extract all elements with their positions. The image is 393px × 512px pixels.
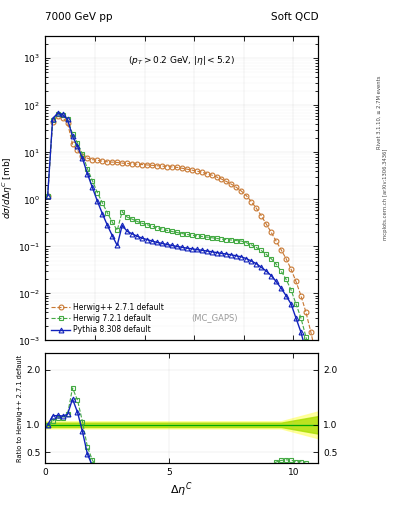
Line: Herwig++ 2.7.1 default: Herwig++ 2.7.1 default xyxy=(45,114,318,357)
Line: Pythia 8.308 default: Pythia 8.308 default xyxy=(45,111,318,404)
Herwig++ 2.7.1 default xyxy=(115,159,119,165)
Herwig++ 2.7.1 default xyxy=(45,193,50,199)
Herwig 7.2.1 default xyxy=(115,227,119,233)
Pythia 8.308 default xyxy=(115,242,119,248)
Herwig++ 2.7.1 default xyxy=(289,266,294,272)
Herwig 7.2.1 default xyxy=(150,223,154,229)
Herwig 7.2.1 default xyxy=(100,200,105,206)
Text: (MC_GAPS): (MC_GAPS) xyxy=(191,313,238,322)
Line: Herwig 7.2.1 default: Herwig 7.2.1 default xyxy=(45,112,318,390)
Pythia 8.308 default xyxy=(80,155,85,161)
Herwig 7.2.1 default xyxy=(45,193,50,199)
Y-axis label: $d\sigma/d\Delta\eta^{C}$ [mb]: $d\sigma/d\Delta\eta^{C}$ [mb] xyxy=(1,157,15,220)
Herwig 7.2.1 default xyxy=(55,111,60,117)
Pythia 8.308 default xyxy=(150,238,154,244)
Herwig++ 2.7.1 default xyxy=(314,352,318,358)
Herwig 7.2.1 default xyxy=(309,356,313,362)
Pythia 8.308 default xyxy=(100,210,105,217)
Legend: Herwig++ 2.7.1 default, Herwig 7.2.1 default, Pythia 8.308 default: Herwig++ 2.7.1 default, Herwig 7.2.1 def… xyxy=(49,301,167,337)
Pythia 8.308 default xyxy=(309,370,313,376)
X-axis label: $\Delta\eta^{C}$: $\Delta\eta^{C}$ xyxy=(171,480,193,499)
Herwig 7.2.1 default xyxy=(80,152,85,158)
Herwig 7.2.1 default xyxy=(314,385,318,391)
Herwig++ 2.7.1 default xyxy=(150,162,154,168)
Herwig 7.2.1 default xyxy=(289,287,294,293)
Herwig++ 2.7.1 default xyxy=(80,153,85,159)
Y-axis label: Ratio to Herwig++ 2.7.1 default: Ratio to Herwig++ 2.7.1 default xyxy=(17,355,23,462)
Text: 7000 GeV pp: 7000 GeV pp xyxy=(45,11,113,22)
Text: $(p_{T} > 0.2$ GeV, $|\eta| < 5.2)$: $(p_{T} > 0.2$ GeV, $|\eta| < 5.2)$ xyxy=(129,54,235,67)
Herwig++ 2.7.1 default xyxy=(55,113,60,119)
Herwig++ 2.7.1 default xyxy=(100,158,105,164)
Text: Rivet 3.1.10, ≥ 2.7M events: Rivet 3.1.10, ≥ 2.7M events xyxy=(377,76,382,150)
Pythia 8.308 default xyxy=(45,193,50,199)
Text: mcplots.cern.ch [arXiv:1306.3436]: mcplots.cern.ch [arXiv:1306.3436] xyxy=(383,149,387,240)
Pythia 8.308 default xyxy=(314,399,318,405)
Herwig++ 2.7.1 default xyxy=(309,329,313,335)
Text: Soft QCD: Soft QCD xyxy=(271,11,318,22)
Pythia 8.308 default xyxy=(289,301,294,307)
Pythia 8.308 default xyxy=(55,110,60,116)
